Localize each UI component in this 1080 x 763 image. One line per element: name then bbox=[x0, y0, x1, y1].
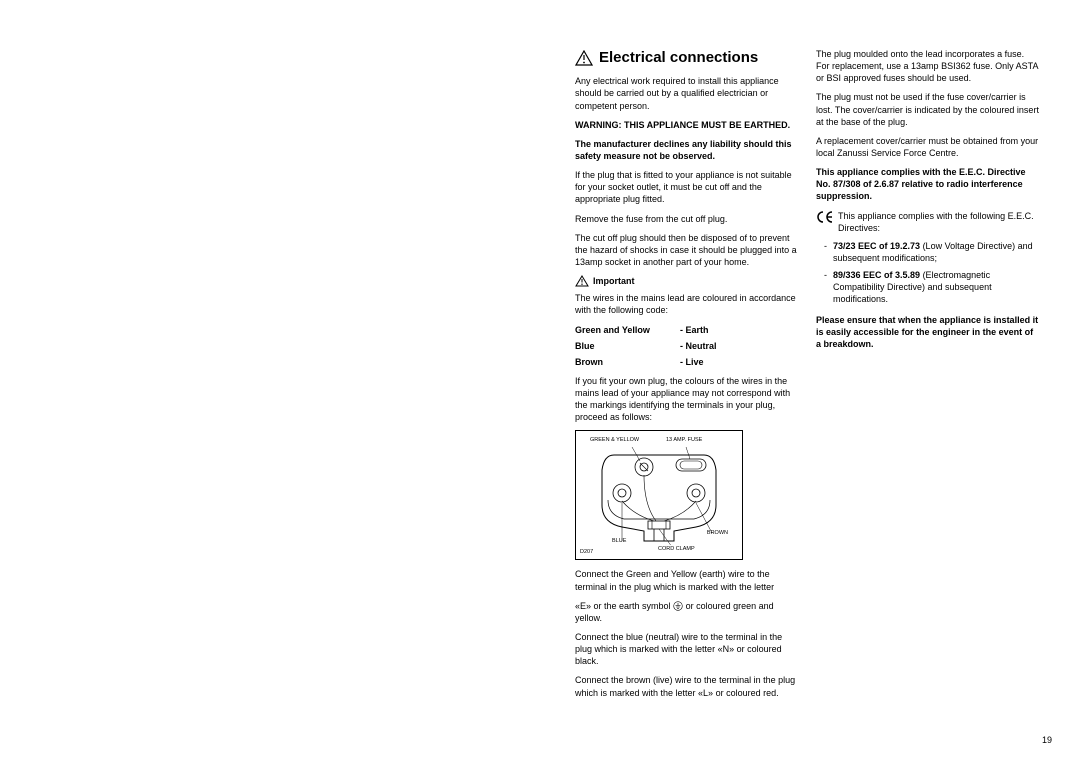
diagram-label-cord-clamp: CORD CLAMP bbox=[658, 546, 695, 553]
warning-text: The manufacturer declines any liability … bbox=[575, 138, 798, 162]
important-subheading: Important bbox=[575, 275, 798, 287]
section-heading: Electrical connections bbox=[575, 48, 798, 68]
paragraph: The plug moulded onto the lead incorpora… bbox=[816, 48, 1039, 84]
earth-symbol-icon bbox=[673, 601, 683, 611]
important-label: Important bbox=[593, 275, 635, 287]
diagram-label-fuse: 13 AMP. FUSE bbox=[666, 437, 702, 444]
page-content: Electrical connections Any electrical wo… bbox=[575, 48, 1060, 706]
warning-icon bbox=[575, 50, 593, 66]
paragraph: Connect the brown (live) wire to the ter… bbox=[575, 674, 798, 698]
list-item: - 89/336 EEC of 3.5.89 (Electromagnetic … bbox=[824, 269, 1039, 305]
warning-icon bbox=[575, 275, 589, 287]
wire-color-val: - Neutral bbox=[680, 340, 717, 352]
diagram-ref: D207 bbox=[580, 549, 593, 556]
paragraph: The plug must not be used if the fuse co… bbox=[816, 91, 1039, 127]
paragraph: The cut off plug should then be disposed… bbox=[575, 232, 798, 268]
left-column: Electrical connections Any electrical wo… bbox=[575, 48, 798, 706]
wire-color-val: - Earth bbox=[680, 324, 709, 336]
paragraph: The wires in the mains lead are coloured… bbox=[575, 292, 798, 316]
table-row: Brown - Live bbox=[575, 356, 798, 368]
paragraph: Remove the fuse from the cut off plug. bbox=[575, 213, 798, 225]
wire-color-name: Green and Yellow bbox=[575, 324, 680, 336]
bullet-dash: - bbox=[824, 269, 827, 305]
ce-mark-icon bbox=[816, 210, 834, 227]
plug-wiring-diagram: GREEN & YELLOW 13 AMP. FUSE BROWN BLUE C… bbox=[575, 430, 743, 560]
paragraph: Connect the blue (neutral) wire to the t… bbox=[575, 631, 798, 667]
wire-color-val: - Live bbox=[680, 356, 704, 368]
warning-text: WARNING: THIS APPLIANCE MUST BE EARTHED. bbox=[575, 119, 798, 131]
plug-svg bbox=[594, 445, 724, 545]
list-item: - 73/23 EEC of 19.2.73 (Low Voltage Dire… bbox=[824, 240, 1039, 264]
table-row: Green and Yellow - Earth bbox=[575, 324, 798, 336]
paragraph: Any electrical work required to install … bbox=[575, 75, 798, 111]
table-row: Blue - Neutral bbox=[575, 340, 798, 352]
paragraph: Connect the Green and Yellow (earth) wir… bbox=[575, 568, 798, 592]
bullet-dash: - bbox=[824, 240, 827, 264]
paragraph: If the plug that is fitted to your appli… bbox=[575, 169, 798, 205]
paragraph: «E» or the earth symbol or coloured gree… bbox=[575, 600, 798, 624]
right-column: The plug moulded onto the lead incorpora… bbox=[816, 48, 1039, 706]
wire-color-table: Green and Yellow - Earth Blue - Neutral … bbox=[575, 324, 798, 368]
diagram-label-green-yellow: GREEN & YELLOW bbox=[590, 437, 639, 444]
wire-color-name: Brown bbox=[575, 356, 680, 368]
text-frag: «E» or the earth symbol bbox=[575, 601, 673, 611]
bold-paragraph: Please ensure that when the appliance is… bbox=[816, 314, 1039, 350]
paragraph: A replacement cover/carrier must be obta… bbox=[816, 135, 1039, 159]
directive-list: - 73/23 EEC of 19.2.73 (Low Voltage Dire… bbox=[824, 240, 1039, 306]
wire-color-name: Blue bbox=[575, 340, 680, 352]
paragraph: If you fit your own plug, the colours of… bbox=[575, 375, 798, 424]
ce-text: This appliance complies with the followi… bbox=[838, 210, 1039, 234]
directive-text: 73/23 EEC of 19.2.73 (Low Voltage Direct… bbox=[833, 240, 1039, 264]
directive-text: 89/336 EEC of 3.5.89 (Electromagnetic Co… bbox=[833, 269, 1039, 305]
directive-ref: 73/23 EEC of 19.2.73 bbox=[833, 241, 920, 251]
page-number: 19 bbox=[1042, 735, 1052, 745]
heading-text: Electrical connections bbox=[599, 48, 758, 68]
bold-paragraph: This appliance complies with the E.E.C. … bbox=[816, 166, 1039, 202]
ce-compliance-row: This appliance complies with the followi… bbox=[816, 210, 1039, 234]
directive-ref: 89/336 EEC of 3.5.89 bbox=[833, 270, 920, 280]
